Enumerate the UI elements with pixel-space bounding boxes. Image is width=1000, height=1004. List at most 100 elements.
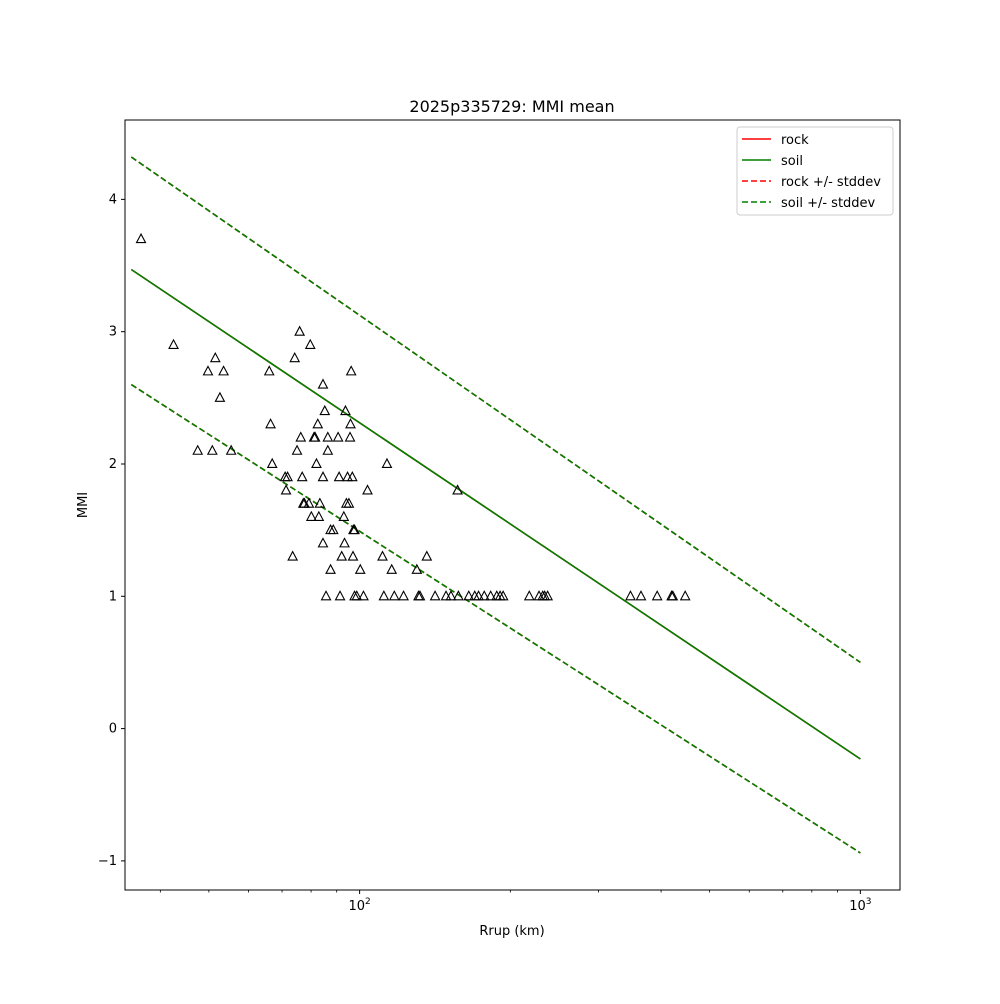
observation-point xyxy=(421,550,433,561)
observation-point xyxy=(312,418,324,429)
observation-point xyxy=(386,563,398,574)
observation-point xyxy=(320,590,332,601)
observation-point xyxy=(206,444,218,455)
observation-point xyxy=(452,484,463,495)
y-axis-label: MMI xyxy=(76,492,91,518)
observation-point xyxy=(317,471,329,482)
observation-point xyxy=(209,351,221,363)
observation-point xyxy=(202,365,214,376)
observation-point xyxy=(317,537,329,548)
observation-point xyxy=(414,590,426,601)
observation-point xyxy=(334,590,346,601)
y-tick-label: 3 xyxy=(109,325,117,340)
observation-point xyxy=(218,365,229,376)
observation-point xyxy=(266,457,278,469)
chart-title: 2025p335729: MMI mean xyxy=(409,97,614,116)
observation-point xyxy=(322,444,334,455)
observation-point xyxy=(362,484,373,495)
observation-point xyxy=(135,232,147,244)
observation-point xyxy=(398,590,409,601)
observation-point xyxy=(523,590,535,601)
observation-point xyxy=(345,418,356,429)
observation-point xyxy=(265,418,276,429)
observation-point xyxy=(319,404,331,416)
observation-point xyxy=(381,457,393,469)
observation-point xyxy=(388,590,400,601)
observation-point xyxy=(354,563,366,574)
plot-frame xyxy=(124,119,901,891)
observation-point xyxy=(168,338,179,349)
observation-point xyxy=(345,365,357,376)
observation-point xyxy=(294,325,306,336)
observation-point xyxy=(347,550,359,561)
observation-point xyxy=(651,590,663,601)
observation-point xyxy=(296,471,308,482)
observation-point xyxy=(378,590,390,601)
line-soil xyxy=(130,268,861,760)
observation-point xyxy=(625,590,636,601)
observation-point xyxy=(497,590,509,601)
observation-point xyxy=(463,590,475,601)
y-tick-label: −1 xyxy=(98,854,117,869)
legend-label: soil xyxy=(781,154,803,169)
observation-point xyxy=(478,590,490,601)
observation-point xyxy=(214,391,226,402)
line-soil-stddev-upper xyxy=(130,156,861,664)
observation-point xyxy=(679,590,691,601)
observation-point xyxy=(317,378,329,389)
observation-point xyxy=(667,590,679,601)
observation-point xyxy=(485,590,497,601)
observation-point xyxy=(349,523,360,535)
observation-point xyxy=(291,444,303,455)
legend: rock soil rock +/- stddev soil +/- stddev xyxy=(736,126,894,216)
legend-label: rock xyxy=(781,133,809,148)
observation-point xyxy=(351,590,363,601)
observation-point xyxy=(332,431,344,442)
observation-point xyxy=(314,497,326,508)
observation-point xyxy=(295,431,307,442)
line-soil-stddev-lower xyxy=(130,383,861,854)
observation-point xyxy=(287,550,299,561)
observation-point xyxy=(338,510,350,521)
observation-point xyxy=(280,484,292,495)
y-tick-label: 0 xyxy=(109,722,117,737)
observation-point xyxy=(304,338,316,349)
observation-point xyxy=(336,550,348,561)
observation-point xyxy=(429,590,441,601)
observation-point xyxy=(343,497,355,508)
observation-point xyxy=(452,590,464,601)
x-axis-label: Rrup (km) xyxy=(479,924,544,939)
observation-point xyxy=(346,471,358,482)
legend-box xyxy=(736,126,894,216)
y-tick-label: 1 xyxy=(109,589,117,604)
observation-point xyxy=(225,444,237,455)
observation-point xyxy=(322,431,334,442)
observation-point xyxy=(635,590,647,601)
observation-point xyxy=(327,523,339,535)
observation-point xyxy=(192,444,204,455)
observation-point xyxy=(303,497,315,508)
observation-point xyxy=(473,590,484,601)
observation-point xyxy=(377,550,388,561)
observation-point xyxy=(309,431,321,442)
observation-point xyxy=(282,471,293,482)
observation-point xyxy=(313,510,325,521)
observation-point xyxy=(311,457,322,469)
observation-point xyxy=(411,563,423,574)
model-lines xyxy=(130,156,861,854)
observation-point xyxy=(358,590,369,601)
observation-point xyxy=(339,537,350,548)
observation-point xyxy=(344,431,356,442)
observation-point xyxy=(289,351,301,363)
observation-point xyxy=(445,590,457,601)
observation-point xyxy=(542,590,554,601)
legend-label: soil +/- stddev xyxy=(781,196,876,211)
y-tick-label: 2 xyxy=(109,457,117,472)
y-tick-label: 4 xyxy=(109,192,117,207)
observation-point xyxy=(333,471,345,482)
observation-point xyxy=(263,365,275,376)
legend-label: rock +/- stddev xyxy=(781,175,881,190)
observation-point xyxy=(325,563,336,574)
